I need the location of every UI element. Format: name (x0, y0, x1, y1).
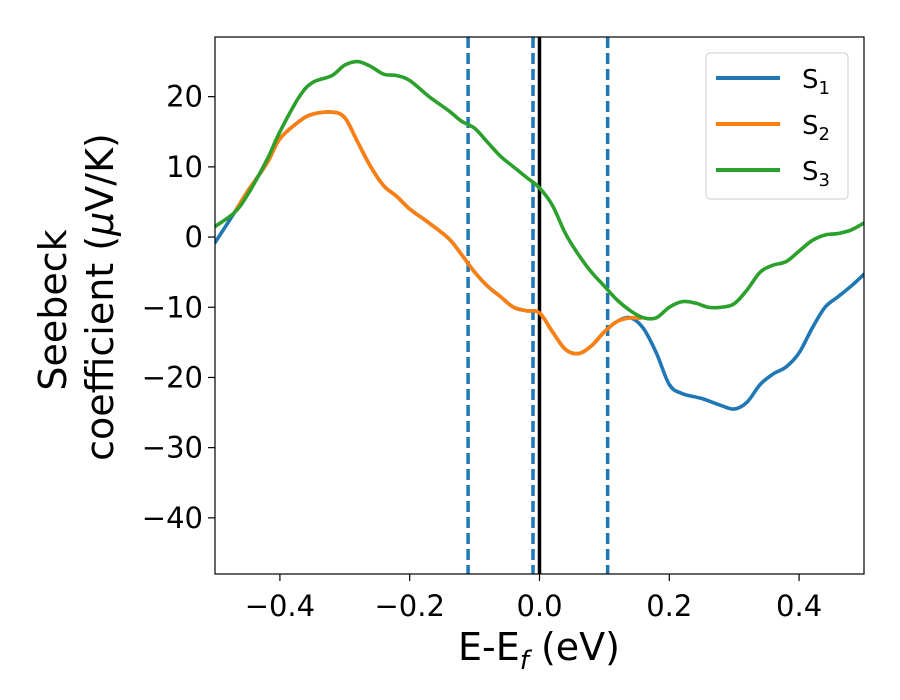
legend-label-s2: S2 (802, 111, 830, 145)
legend: S1 S2 S3 (705, 52, 849, 200)
legend-label-s1-sub: 1 (819, 78, 830, 99)
legend-label-s3-name: S (802, 157, 819, 187)
y-tick-label: 20 (166, 80, 203, 114)
y-tick-label: 0 (185, 220, 203, 254)
legend-label-s2-sub: 2 (819, 124, 830, 145)
legend-label-s1: S1 (802, 65, 830, 99)
series-line-s3 (215, 59, 864, 321)
y-axis-title-line2-end: V/K) (78, 133, 122, 212)
y-axis-title-mu: μ (78, 212, 122, 237)
y-tick-label: −30 (142, 431, 203, 465)
legend-label-s3-sub: 3 (819, 170, 830, 191)
y-tick-label: −20 (142, 360, 203, 394)
x-tick-label: 0.0 (516, 589, 562, 623)
y-axis-title-line2-start: coefficient ( (78, 236, 122, 461)
x-tick-label: 0.2 (646, 589, 692, 623)
series-line-s2 (232, 110, 642, 356)
y-axis-title-line1: Seebeck (31, 229, 75, 390)
legend-label-s3: S3 (802, 157, 830, 191)
series-lines (215, 59, 864, 411)
x-axis-title: E-Ef (eV) (458, 625, 620, 676)
y-tick-label: −10 (142, 290, 203, 324)
y-tick-label: 10 (166, 150, 203, 184)
y-axis-title-line2: coefficient (μV/K) (78, 133, 122, 461)
x-tick-label: 0.4 (776, 589, 822, 623)
legend-entry-s2: S2 (716, 111, 830, 145)
legend-label-s2-name: S (802, 111, 819, 141)
x-tick-label: −0.4 (245, 589, 315, 623)
x-axis-ticks: −0.4 −0.2 0.0 0.2 0.4 (245, 574, 822, 623)
legend-label-s1-name: S (802, 65, 819, 95)
x-tick-label: −0.2 (374, 589, 444, 623)
x-axis-title-unit: (eV) (529, 625, 620, 669)
x-axis-title-main: E-E (458, 625, 520, 669)
y-axis-ticks: 20 10 0 −10 −20 −30 −40 (142, 80, 215, 535)
y-tick-label: −40 (142, 501, 203, 535)
legend-entry-s3: S3 (716, 157, 830, 191)
y-axis-title: Seebeck coefficient (μV/K) (31, 133, 122, 461)
legend-entry-s1: S1 (716, 65, 830, 99)
